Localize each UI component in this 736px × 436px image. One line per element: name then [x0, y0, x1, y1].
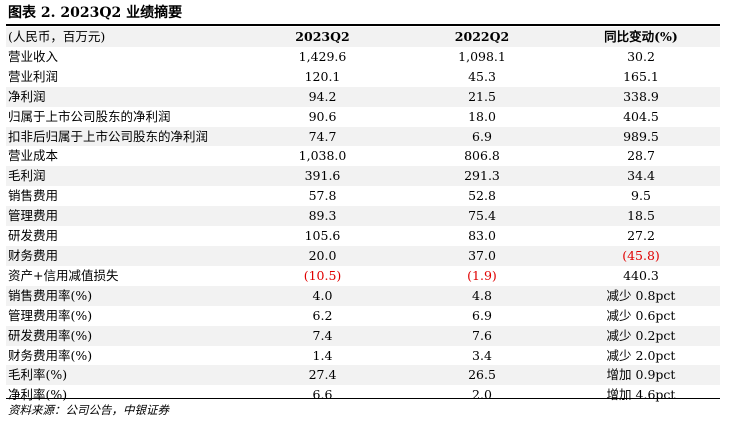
- table-row: 毛利率(%) 27.4 26.5 增加 0.9pct: [6, 365, 720, 386]
- row-label: 净利润: [6, 86, 243, 107]
- cell-2023q2: 27.4: [243, 365, 402, 386]
- cell-2022q2: 1,098.1: [458, 48, 506, 64]
- cell-yoy: 减少 0.2pct: [562, 325, 720, 346]
- cell-yoy: 18.5: [562, 206, 720, 227]
- cell-2022q2: 26.5: [402, 365, 562, 386]
- table-row: 管理费用率(%) 6.2 6.9 减少 0.6pct: [6, 306, 720, 326]
- table-row: 净利润 94.2 21.5 338.9: [6, 86, 720, 107]
- cell-yoy: 989.5: [562, 126, 720, 147]
- cell-2023q2: 94.2: [243, 86, 402, 107]
- title-divider: [6, 24, 720, 26]
- row-label: 营业利润: [8, 68, 59, 84]
- table-header-row: (人民币，百万元) 2023Q2 2022Q2 同比变动(%): [6, 27, 720, 47]
- cell-2023q2: 391.6: [243, 166, 402, 187]
- cell-yoy: 减少 0.8pct: [562, 285, 720, 306]
- row-label: 销售费用率(%): [6, 285, 243, 306]
- row-label: 管理费用: [6, 206, 243, 227]
- cell-yoy: (45.8): [562, 245, 720, 266]
- source-note: 资料来源：公司公告，中银证券: [8, 403, 169, 417]
- row-label: 营业收入: [8, 48, 59, 64]
- cell-2023q2: 4.0: [243, 285, 402, 306]
- cell-2023q2: 90.6: [308, 108, 337, 124]
- cell-2023q2: 120.1: [304, 68, 341, 84]
- cell-2023q2: (10.5): [303, 267, 342, 283]
- cell-yoy: 30.2: [627, 48, 655, 64]
- cell-2023q2: 1,429.6: [298, 48, 347, 64]
- header-2023q2: 2023Q2: [243, 27, 402, 47]
- table-row: 财务费用率(%) 1.4 3.4 减少 2.0pct: [6, 346, 720, 366]
- table-row: 销售费用 57.8 52.8 9.5: [6, 186, 720, 206]
- cell-2022q2: 75.4: [402, 206, 562, 227]
- header-2022q2: 2022Q2: [402, 27, 562, 47]
- row-label: 毛利率(%): [6, 365, 243, 386]
- cell-yoy: 34.4: [562, 166, 720, 187]
- cell-2022q2: 806.8: [464, 148, 500, 164]
- header-yoy: 同比变动(%): [562, 27, 720, 47]
- earnings-summary-table: (人民币，百万元) 2023Q2 2022Q2 同比变动(%) 营业收入 1,4…: [6, 27, 720, 405]
- row-label: 销售费用: [8, 188, 59, 204]
- table-row: 财务费用 20.0 37.0 (45.8): [6, 245, 720, 266]
- cell-2022q2: 45.3: [468, 68, 496, 84]
- row-label: 归属于上市公司股东的净利润: [8, 108, 171, 124]
- table-row: 研发费用 105.6 83.0 27.2: [6, 226, 720, 246]
- table-row: 研发费用率(%) 7.4 7.6 减少 0.2pct: [6, 325, 720, 346]
- table-row: 营业收入 1,429.6 1,098.1 30.2: [6, 47, 720, 67]
- cell-2023q2: 89.3: [243, 206, 402, 227]
- cell-2022q2: 4.8: [402, 285, 562, 306]
- table-row: 毛利润 391.6 291.3 34.4: [6, 166, 720, 187]
- row-label: 营业成本: [8, 148, 59, 164]
- cell-2023q2: 1,038.0: [298, 148, 347, 164]
- cell-2022q2: 37.0: [402, 245, 562, 266]
- cell-2023q2: 57.8: [308, 188, 337, 204]
- cell-yoy: 增加 0.9pct: [562, 365, 720, 386]
- cell-2022q2: 18.0: [468, 108, 496, 124]
- cell-2022q2: 7.6: [402, 325, 562, 346]
- cell-yoy: 9.5: [631, 188, 651, 204]
- table-row: 销售费用率(%) 4.0 4.8 减少 0.8pct: [6, 285, 720, 306]
- row-label: 扣非后归属于上市公司股东的净利润: [6, 126, 243, 147]
- cell-2022q2: 291.3: [402, 166, 562, 187]
- cell-2022q2: 6.9: [472, 307, 492, 323]
- cell-yoy: 减少 0.6pct: [606, 307, 676, 323]
- cell-yoy: 增加 4.6pct: [606, 387, 676, 403]
- row-label: 研发费用: [8, 228, 59, 244]
- cell-yoy: 减少 2.0pct: [606, 347, 676, 363]
- cell-2022q2: 21.5: [402, 86, 562, 107]
- figure-title: 图表 2. 2023Q2 业绩摘要: [8, 5, 183, 21]
- table-row: 管理费用 89.3 75.4 18.5: [6, 206, 720, 227]
- header-unit: (人民币，百万元): [6, 27, 243, 47]
- table-body: 营业收入 1,429.6 1,098.1 30.2 营业利润 120.1 45.…: [6, 47, 720, 405]
- row-label: 财务费用率(%): [8, 347, 93, 363]
- table-row: 扣非后归属于上市公司股东的净利润 74.7 6.9 989.5: [6, 126, 720, 147]
- cell-2022q2: 2.0: [472, 387, 492, 403]
- cell-yoy: 28.7: [627, 148, 655, 164]
- cell-2023q2: 105.6: [304, 228, 341, 244]
- cell-yoy: 27.2: [627, 228, 655, 244]
- cell-2022q2: 52.8: [468, 188, 496, 204]
- cell-2023q2: 20.0: [243, 245, 402, 266]
- cell-2022q2: 6.9: [402, 126, 562, 147]
- cell-yoy: 404.5: [623, 108, 659, 124]
- cell-2022q2: 3.4: [472, 347, 492, 363]
- row-label: 管理费用率(%): [8, 307, 93, 323]
- cell-2023q2: 1.4: [312, 347, 333, 363]
- row-label: 研发费用率(%): [6, 325, 243, 346]
- cell-2022q2: (1.9): [467, 267, 497, 283]
- table-row: 资产+信用减值损失 (10.5) (1.9) 440.3: [6, 266, 720, 286]
- cell-yoy: 338.9: [562, 86, 720, 107]
- cell-2023q2: 7.4: [243, 325, 402, 346]
- cell-2022q2: 83.0: [468, 228, 496, 244]
- cell-2023q2: 6.6: [312, 387, 333, 403]
- row-label: 资产+信用减值损失: [8, 267, 119, 283]
- cell-2023q2: 74.7: [243, 126, 402, 147]
- table-row: 营业利润 120.1 45.3 165.1: [6, 67, 720, 87]
- cell-2023q2: 6.2: [312, 307, 333, 323]
- row-label: 财务费用: [6, 245, 243, 266]
- bottom-divider: [6, 398, 720, 399]
- table-row: 营业成本 1,038.0 806.8 28.7: [6, 146, 720, 166]
- table-row: 归属于上市公司股东的净利润 90.6 18.0 404.5: [6, 107, 720, 127]
- row-label: 毛利润: [6, 166, 243, 187]
- cell-yoy: 165.1: [623, 68, 659, 84]
- cell-yoy: 440.3: [623, 267, 659, 283]
